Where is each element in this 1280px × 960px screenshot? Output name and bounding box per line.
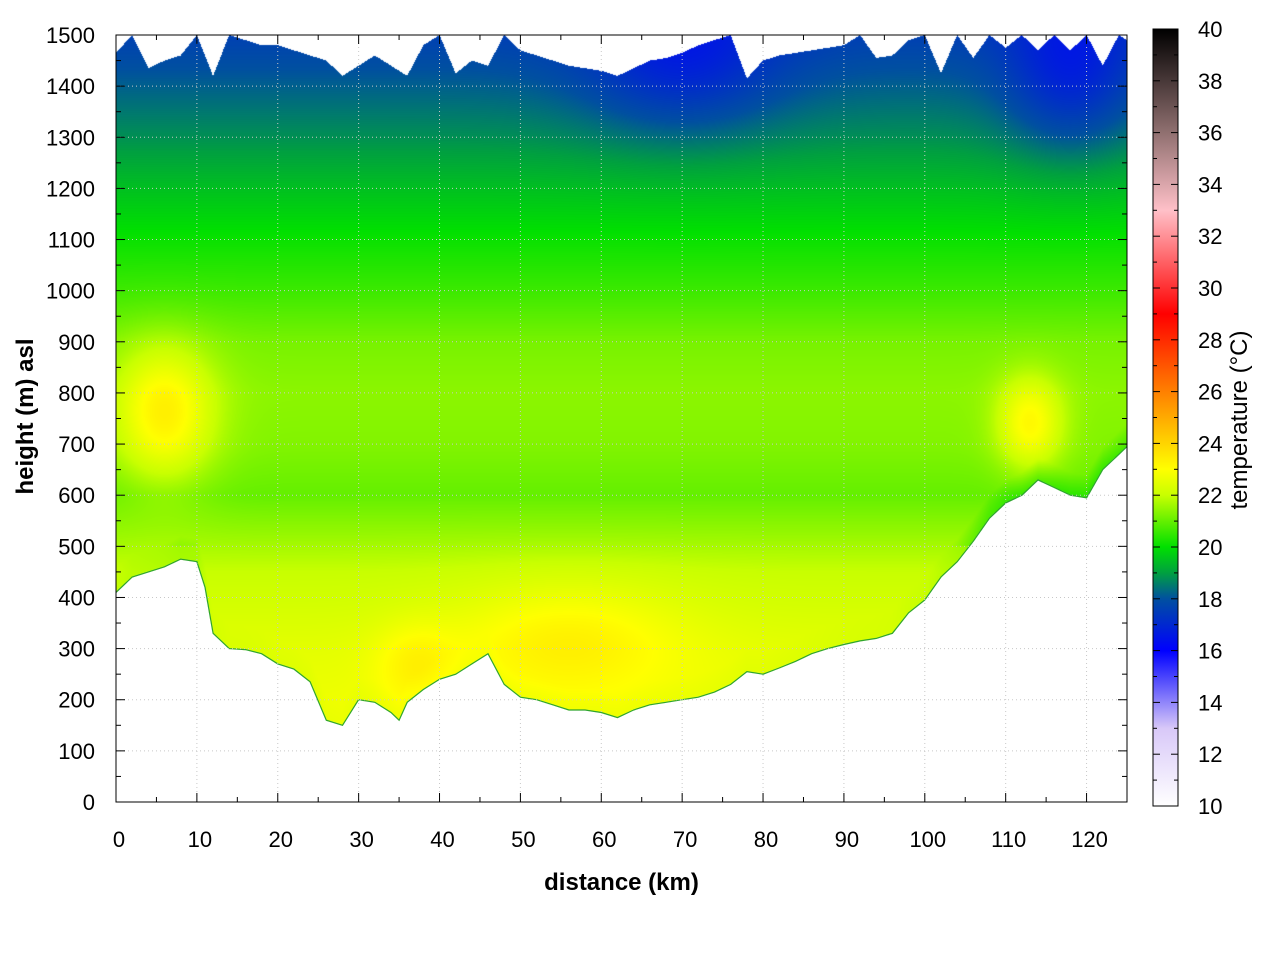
x-tick-label: 110 [991, 827, 1026, 852]
y-tick-label: 1100 [48, 228, 95, 253]
colorbar-tick-label: 32 [1198, 224, 1222, 249]
y-tick-label: 900 [58, 330, 95, 355]
y-tick-label: 600 [58, 483, 95, 508]
colorbar-tick-label: 20 [1198, 535, 1222, 560]
x-tick-label: 30 [349, 827, 373, 852]
colorbar-tick-label: 10 [1198, 794, 1222, 819]
colorbar-tick-label: 36 [1198, 121, 1222, 146]
y-tick-label: 1500 [46, 23, 95, 48]
colorbar-tick-label: 24 [1198, 431, 1222, 456]
y-tick-label: 500 [58, 534, 95, 559]
colorbar-tick-label: 28 [1198, 328, 1222, 353]
colorbar-tick-label: 16 [1198, 639, 1222, 664]
colorbar-tick-label: 18 [1198, 587, 1222, 612]
colorbar-tick-label: 34 [1198, 172, 1222, 197]
x-tick-label: 0 [113, 827, 125, 852]
x-tick-label: 80 [754, 827, 778, 852]
colorbar-tick-labels: 10 12 14 16 18 20 22 24 26 28 30 32 34 36 38 40 [1198, 17, 1222, 819]
x-tick-label: 50 [511, 827, 535, 852]
y-tick-label: 200 [58, 688, 95, 713]
x-axis-title: distance (km) [544, 869, 699, 896]
colorbar-tick-label: 30 [1198, 276, 1222, 301]
y-tick-label: 100 [58, 739, 95, 764]
x-tick-label: 20 [269, 827, 293, 852]
y-tick-label: 300 [58, 637, 95, 662]
temperature-field [115, 35, 1128, 802]
colorbar-scale [1152, 28, 1179, 807]
colorbar [1152, 28, 1179, 807]
x-tick-label: 70 [673, 827, 697, 852]
x-tick-label: 60 [592, 827, 616, 852]
colorbar-tick-label: 26 [1198, 380, 1222, 405]
x-tick-label: 120 [1071, 827, 1108, 852]
x-tick-labels: 0 10 20 30 40 50 60 70 80 90 100 110 120 [113, 827, 1108, 852]
y-tick-label: 1300 [46, 125, 95, 150]
terrain-outline [115, 446, 1128, 727]
y-tick-label: 0 [83, 790, 95, 815]
x-tick-label: 40 [430, 827, 454, 852]
colorbar-tick-label: 40 [1198, 17, 1222, 42]
temperature-heatmap [116, 35, 1127, 802]
y-tick-label: 800 [58, 381, 95, 406]
colorbar-title: temperature (°C) [1226, 331, 1253, 510]
x-tick-label: 90 [835, 827, 859, 852]
y-axis-title: height (m) asl [12, 338, 39, 494]
x-tick-label: 100 [909, 827, 946, 852]
y-tick-label: 700 [58, 432, 95, 457]
x-tick-label: 10 [188, 827, 212, 852]
colorbar-tick-label: 12 [1198, 742, 1222, 767]
colorbar-tick-label: 14 [1198, 690, 1222, 715]
colorbar-tick-label: 38 [1198, 69, 1222, 94]
y-tick-label: 1400 [46, 74, 95, 99]
y-tick-label: 400 [58, 585, 95, 610]
colorbar-tick-label: 22 [1198, 483, 1222, 508]
y-tick-labels: 0 100 200 300 400 500 600 700 800 900 1000 1100 1200… [46, 23, 95, 815]
axis-ticks [115, 34, 1128, 803]
y-tick-label: 1000 [46, 279, 95, 304]
y-tick-label: 1200 [46, 176, 95, 201]
